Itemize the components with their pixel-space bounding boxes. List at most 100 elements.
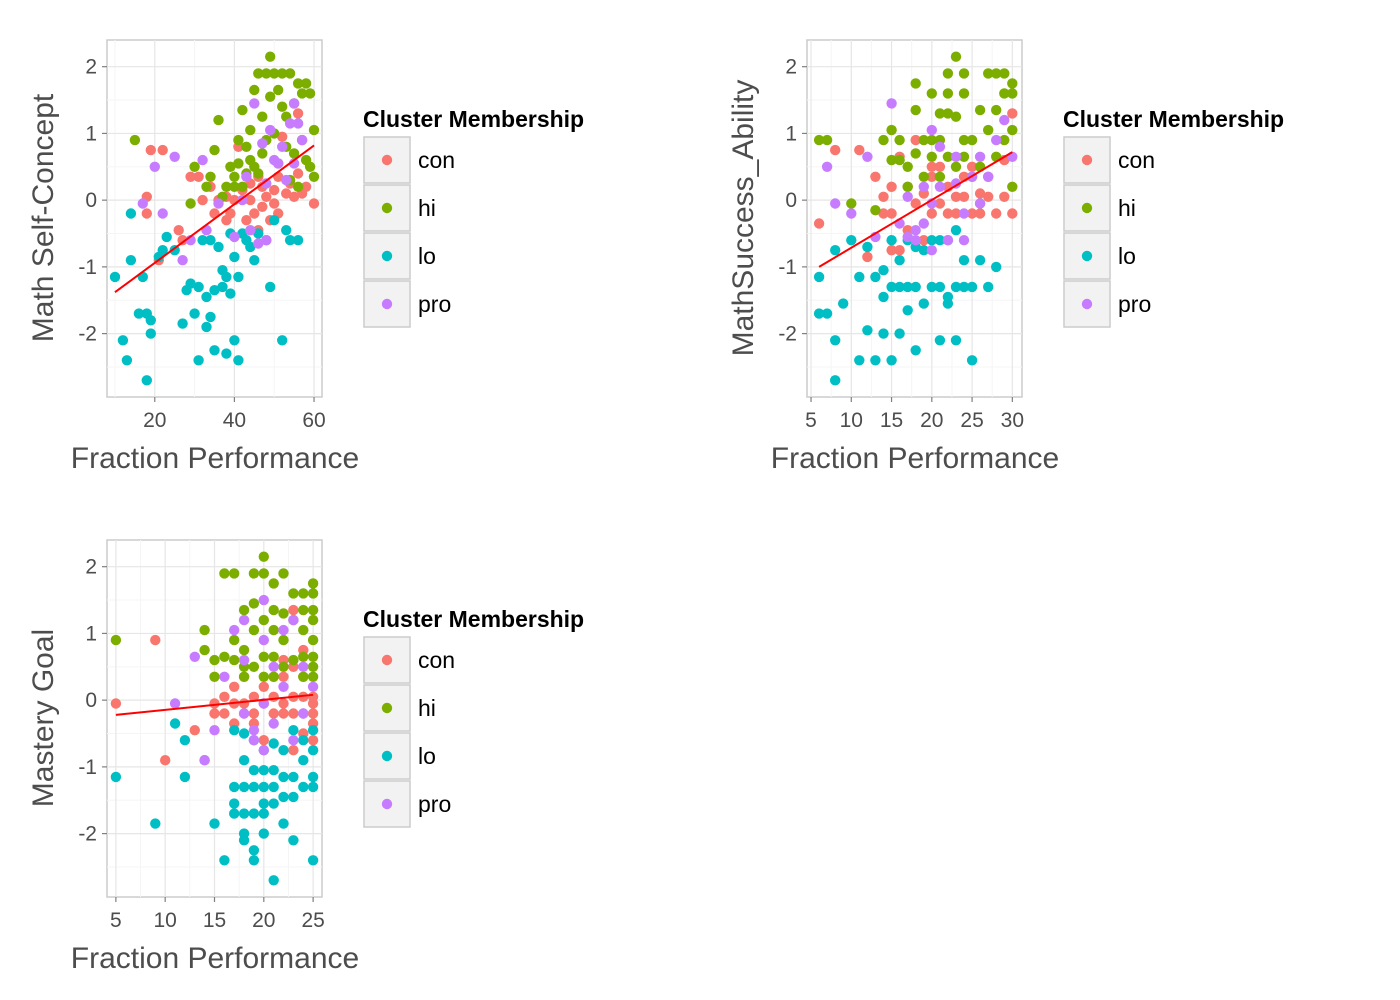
legend-title: Cluster Membership [363,606,584,632]
data-point-lo [878,291,889,303]
data-point-lo [268,765,279,776]
data-point-hi [934,171,946,182]
trend [818,151,1013,268]
data-point-hi [298,671,309,682]
data-point-con [225,208,236,219]
data-point-lo [209,818,220,829]
data-point-con [278,671,289,682]
data-point-con [910,134,921,146]
data-point-lo [238,755,250,766]
data-point-hi [910,78,921,89]
data-point-hi [268,671,279,682]
data-point-pro [258,634,269,646]
data-point-lo [258,828,269,839]
points [109,51,320,386]
data-point-con [150,634,161,646]
data-point-pro [278,624,289,636]
data-point-lo [298,755,309,766]
data-point-lo [307,745,319,756]
data-point-pro [261,235,272,246]
data-point-con [292,108,304,119]
y-tick-labels: -2 -1 0 1 2 [778,56,807,346]
data-point-pro [261,178,272,189]
x-tick-label: 20 [252,909,275,932]
y-axis-label: Mastery Goal [27,629,60,807]
data-point-hi [248,568,260,579]
data-point-pro [277,141,288,152]
data-point-pro [258,594,269,606]
y-tick-label: 0 [85,689,97,712]
legend-label-hi: hi [1118,195,1136,221]
data-point-hi [258,568,269,579]
y-tick-label: -2 [78,823,97,846]
data-point-con [983,191,994,202]
data-point-con [926,208,937,219]
data-point-con [177,235,188,246]
data-point-hi [958,134,970,146]
data-point-lo [150,818,161,829]
data-point-lo [958,281,970,293]
data-point-lo [233,271,244,283]
x-axis-label: Fraction Performance [71,442,359,475]
data-point-lo [248,781,260,793]
data-point-hi [257,148,268,159]
y-tick-label: -2 [778,323,797,346]
legend-label-hi: hi [418,195,436,221]
data-point-con [241,215,252,226]
data-point-pro [157,208,168,219]
data-point-hi [950,161,962,172]
data-point-con [813,218,825,229]
data-point-hi [974,104,986,116]
data-point-con [974,188,986,199]
data-point-lo [991,261,1002,273]
data-point-lo [238,728,250,739]
data-point-hi [1007,181,1018,192]
data-point-lo [169,245,180,256]
data-point-hi [308,124,320,136]
data-point-lo [918,245,929,256]
data-point-lo [878,328,889,339]
data-point-pro [934,141,946,152]
y-tick-label: -1 [778,256,797,279]
data-point-hi [958,88,970,99]
data-point-lo [258,798,269,809]
data-point-hi [233,158,244,169]
data-point-hi [950,51,962,62]
data-point-lo [179,735,191,746]
x-tick-label: 20 [920,409,943,432]
data-point-con [269,198,280,209]
data-point-con [870,171,881,182]
data-point-hi [249,84,260,96]
y-tick-label: 1 [85,122,97,145]
data-point-hi [298,624,309,636]
data-point-con [219,691,230,702]
data-point-hi [253,168,264,179]
data-point-hi [307,604,319,616]
data-point-pro [284,118,296,129]
data-point-hi [225,161,236,172]
legend-label-con: con [1118,147,1155,173]
y-tick-label: -1 [78,256,97,279]
data-point-con [958,191,970,202]
data-point-lo [238,781,250,793]
data-point-hi [261,68,272,79]
data-point-lo [248,808,260,819]
x-tick-label: 10 [840,409,863,432]
y-tick-label: 2 [85,556,97,579]
data-point-lo [846,235,857,246]
data-point-con [300,181,312,192]
data-point-hi [894,134,905,146]
data-point-pro [248,735,260,746]
x-tick-label: 5 [805,409,817,432]
data-point-lo [209,345,220,356]
data-point-lo [229,808,240,819]
data-point-lo [958,255,970,266]
legend-label-lo: lo [418,743,436,769]
data-point-con [886,208,897,219]
data-point-lo [298,735,309,746]
data-point-hi [209,654,220,666]
data-point-con [261,191,272,202]
data-point-con [934,161,946,172]
data-point-lo [133,308,145,319]
data-point-pro [298,708,309,719]
